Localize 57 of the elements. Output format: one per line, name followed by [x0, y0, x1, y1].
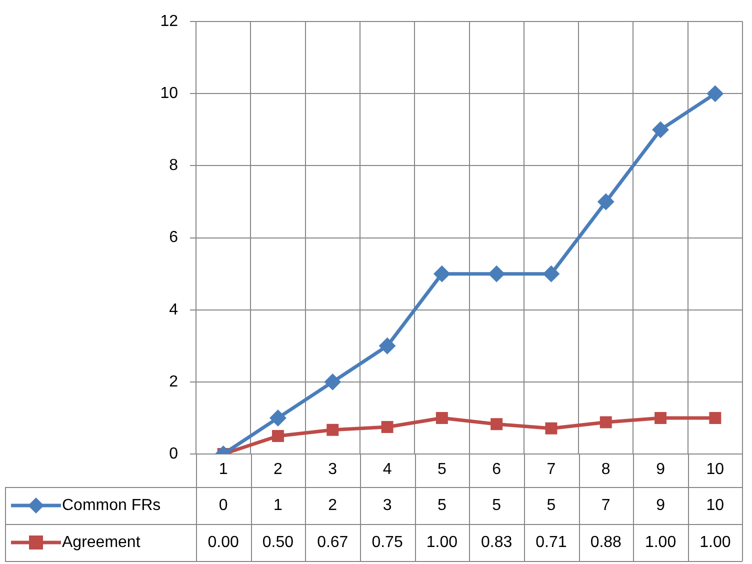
data-label: 10 — [706, 496, 724, 514]
data-label: 9 — [656, 496, 666, 514]
x-tick-label: 7 — [546, 461, 556, 478]
point — [490, 418, 503, 430]
point — [326, 424, 339, 436]
x-tick-label: 4 — [382, 461, 392, 478]
y-tick-label: 8 — [169, 157, 178, 174]
x-tick-label: 8 — [601, 461, 610, 478]
data-label: 0.50 — [262, 534, 294, 551]
y-tick-label: 10 — [160, 85, 178, 102]
y-tick-label: 12 — [160, 13, 178, 30]
data-label: 0 — [218, 496, 228, 514]
point — [270, 410, 286, 426]
data-label: 0.71 — [536, 534, 567, 551]
data-label: 1 — [274, 496, 283, 514]
data-label: 5 — [492, 496, 502, 514]
y-tick-label: 2 — [169, 373, 178, 390]
data-label: 0.67 — [317, 534, 348, 551]
legend-label: Agreement — [62, 534, 141, 551]
y-tick-label: 6 — [169, 229, 178, 246]
x-tick-label: 1 — [218, 461, 228, 478]
point — [709, 412, 722, 424]
legend-label: Common FRs — [62, 496, 161, 514]
data-label: 3 — [382, 496, 392, 514]
data-label: 0.83 — [481, 534, 512, 551]
point — [381, 420, 394, 433]
point — [324, 374, 340, 390]
point — [600, 416, 612, 428]
data-label: 1.00 — [426, 534, 458, 551]
data-label: 2 — [328, 496, 338, 514]
point — [652, 122, 668, 138]
point — [380, 338, 396, 354]
y-tick-label: 4 — [169, 301, 178, 318]
point — [272, 430, 284, 442]
point — [707, 86, 723, 102]
point — [545, 422, 558, 434]
point — [436, 412, 448, 424]
data-label: 5 — [437, 496, 446, 514]
point — [488, 266, 504, 282]
data-label: 1.00 — [700, 534, 731, 551]
data-label: 1.00 — [644, 534, 676, 551]
x-tick-label: 2 — [274, 461, 283, 478]
point — [434, 266, 450, 282]
data-label: 7 — [601, 496, 610, 514]
x-tick-label: 9 — [656, 461, 666, 478]
x-tick-label: 5 — [437, 461, 446, 478]
data-label: 0.88 — [590, 534, 622, 551]
point — [598, 194, 614, 210]
y-tick-label: 0 — [169, 445, 178, 462]
point — [654, 412, 667, 424]
x-tick-label: 10 — [706, 461, 724, 478]
data-label: 0.00 — [208, 534, 239, 551]
data-label: 0.75 — [372, 534, 403, 551]
x-tick-label: 3 — [328, 461, 338, 478]
x-tick-label: 6 — [492, 461, 502, 478]
point — [543, 266, 559, 282]
data-label: 5 — [546, 496, 556, 514]
